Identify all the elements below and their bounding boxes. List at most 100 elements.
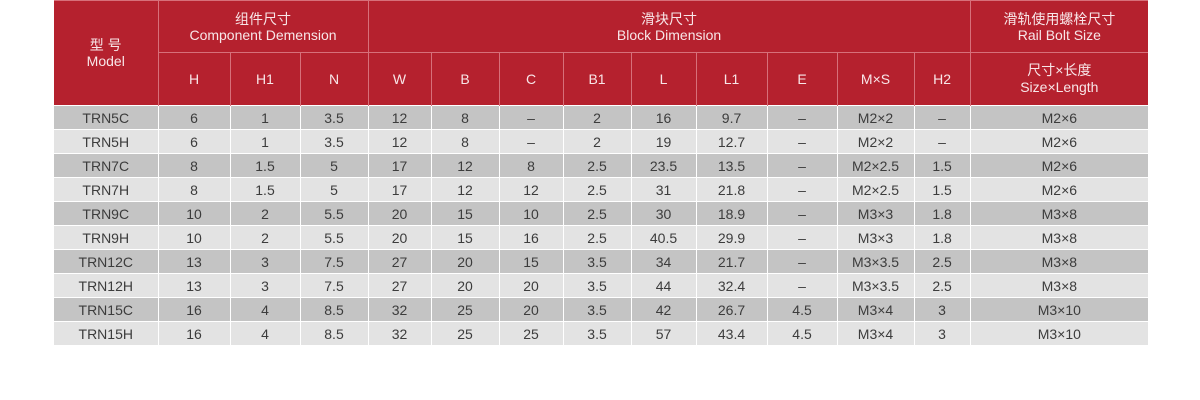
model-cell: TRN15C: [54, 297, 158, 322]
table-cell: M3×3.5: [836, 273, 915, 298]
table-cell: 2.5: [562, 177, 632, 202]
table-cell: 2.5: [562, 153, 632, 178]
table-cell: 27: [367, 273, 432, 298]
size-length-header: 尺寸×长度 Size×Length: [969, 52, 1149, 106]
table-cell: M3×3: [836, 225, 915, 250]
table-cell: 6: [157, 129, 230, 154]
column-header: H: [157, 52, 230, 106]
table-cell: 12: [367, 105, 432, 130]
block-header-zh: 滑块尺寸: [641, 10, 698, 27]
table-cell: 8: [157, 177, 230, 202]
table-cell: 12.7: [695, 129, 768, 154]
table-cell: 26.7: [695, 297, 768, 322]
table-cell: 19: [630, 129, 697, 154]
model-cell: TRN12C: [54, 249, 158, 274]
column-header: W: [367, 52, 432, 106]
table-cell: –: [498, 105, 564, 130]
table-cell: –: [766, 273, 838, 298]
table-cell: 8: [498, 153, 564, 178]
table-cell: 17: [367, 153, 432, 178]
column-header: H1: [229, 52, 300, 106]
table-cell: M3×10: [969, 297, 1149, 322]
table-cell: 16: [157, 321, 230, 345]
table-cell: 44: [630, 273, 697, 298]
model-cell: TRN7H: [54, 177, 158, 202]
table-cell: 8.5: [299, 321, 369, 345]
model-header-zh: 型 号: [89, 37, 122, 53]
table-cell: 2.5: [913, 273, 971, 298]
table-cell: M2×2.5: [836, 153, 915, 178]
table-cell: 2: [229, 201, 300, 226]
bolt-header-zh: 滑轨使用螺栓尺寸: [1003, 10, 1116, 27]
table-cell: 43.4: [695, 321, 768, 345]
model-cell: TRN9H: [54, 225, 158, 250]
table-cell: 20: [367, 201, 432, 226]
table-cell: 10: [157, 225, 230, 250]
table-row: TRN5H 6 1 3.5 12 8–2 19 12.7– M2×2– M2×6: [54, 129, 1149, 154]
table-cell: 5.5: [299, 201, 369, 226]
table-cell: 1.5: [913, 153, 971, 178]
table-cell: 2: [229, 225, 300, 250]
table-cell: M3×3.5: [836, 249, 915, 274]
table-cell: –: [766, 249, 838, 274]
table-cell: M3×8: [969, 273, 1149, 298]
table-row: TRN7C 8 1.5 5 17 12 8 2.5 23.5 13.5– M2×2.5 1.5 M2×6: [54, 153, 1149, 178]
table-cell: 13.5: [695, 153, 768, 178]
table-cell: M3×8: [969, 201, 1149, 226]
table-cell: 1.8: [913, 225, 971, 250]
table-cell: 2.5: [913, 249, 971, 274]
component-dimension-header: 组件尺寸 Component Demension: [157, 0, 369, 53]
table-cell: 3.5: [562, 249, 632, 274]
table-cell: M2×6: [969, 153, 1149, 178]
table-cell: –: [498, 129, 564, 154]
model-cell: TRN5C: [54, 105, 158, 130]
table-cell: 27: [367, 249, 432, 274]
table-cell: 25: [430, 321, 500, 345]
table-cell: 13: [157, 249, 230, 274]
column-header: C: [498, 52, 564, 106]
table-cell: 15: [430, 225, 500, 250]
table-cell: M2×6: [969, 105, 1149, 130]
table-cell: 2: [562, 129, 632, 154]
table-cell: M3×8: [969, 249, 1149, 274]
table-cell: 42: [630, 297, 697, 322]
table-cell: 20: [498, 273, 564, 298]
table-cell: 5: [299, 153, 369, 178]
table-cell: M2×2: [836, 105, 915, 130]
column-header: L1: [695, 52, 768, 106]
table-cell: 25: [430, 297, 500, 322]
table-cell: –: [766, 105, 838, 130]
table-cell: 7.5: [299, 273, 369, 298]
table-cell: 4: [229, 321, 300, 345]
table-cell: 16: [157, 297, 230, 322]
table-cell: M3×3: [836, 201, 915, 226]
table-cell: 21.8: [695, 177, 768, 202]
table-cell: 25: [498, 321, 564, 345]
table-cell: 16: [630, 105, 697, 130]
table-cell: 30: [630, 201, 697, 226]
size-length-header-zh: 尺寸×长度: [1027, 62, 1092, 78]
table-cell: 15: [430, 201, 500, 226]
table-cell: 7.5: [299, 249, 369, 274]
block-dimension-header: 滑块尺寸 Block Dimension: [367, 0, 971, 53]
table-cell: 2: [562, 105, 632, 130]
table-cell: 20: [498, 297, 564, 322]
table-cell: 8: [157, 153, 230, 178]
model-cell: TRN7C: [54, 153, 158, 178]
table-cell: 57: [630, 321, 697, 345]
table-cell: 10: [498, 201, 564, 226]
column-header: B1: [562, 52, 632, 106]
component-header-zh: 组件尺寸: [235, 10, 291, 27]
table-row: TRN7H 8 1.5 5 17 12 12 2.5 31 21.8– M2×2.5 1.5 M2×6: [54, 177, 1149, 202]
table-cell: 3.5: [562, 273, 632, 298]
table-cell: –: [913, 129, 971, 154]
table-cell: M2×6: [969, 129, 1149, 154]
table-cell: –: [766, 153, 838, 178]
table-cell: 4: [229, 297, 300, 322]
table-cell: 13: [157, 273, 230, 298]
table-cell: 40.5: [630, 225, 697, 250]
table-cell: 21.7: [695, 249, 768, 274]
table-cell: 1.5: [913, 177, 971, 202]
table-cell: 3.5: [299, 105, 369, 130]
table-cell: 9.7: [695, 105, 768, 130]
